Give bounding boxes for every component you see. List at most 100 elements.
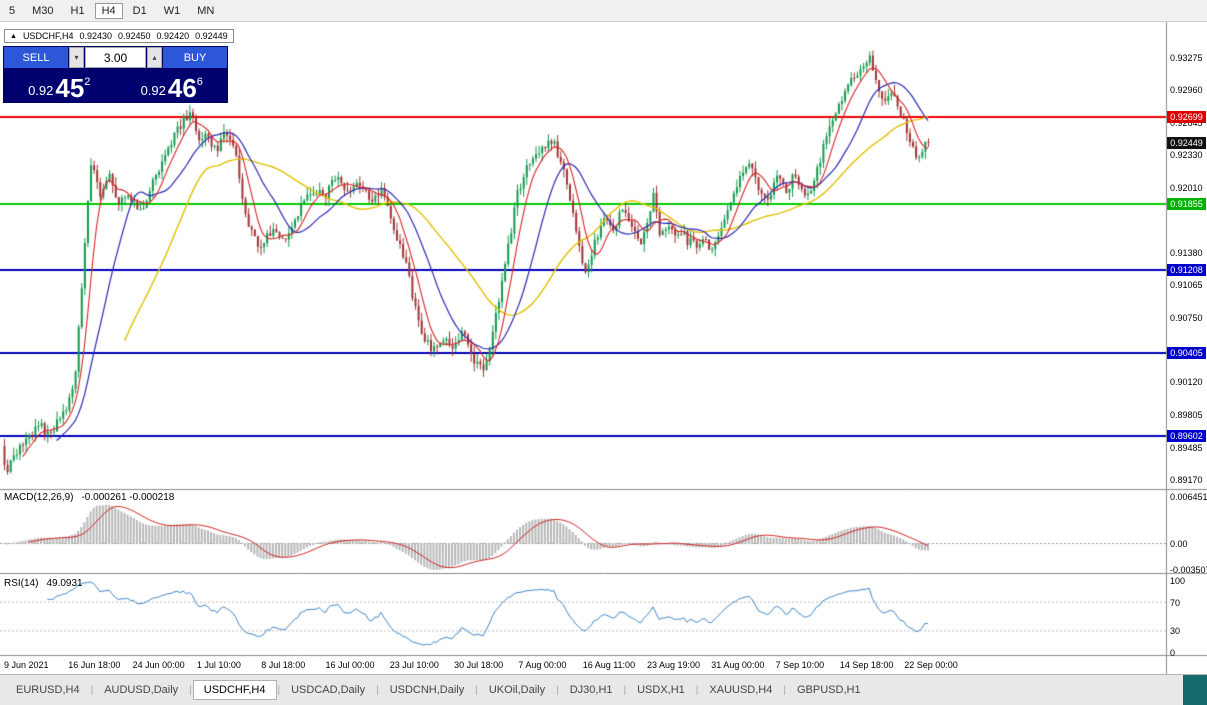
timeframe-button-d1[interactable]: D1 xyxy=(132,4,147,17)
buy-price-prefix: 0.92 xyxy=(140,83,166,98)
price-tag: 0.91208 xyxy=(1167,264,1206,277)
chart-tabs-bar: EURUSD,H4 | AUDUSD,Daily | USDCHF,H4 | USDCAD,… xyxy=(0,674,1207,705)
chart-symbol-label: USDCHF,H4 xyxy=(22,31,74,41)
macd-label: MACD(12,26,9) -0.000261 -0.000218 xyxy=(4,492,174,503)
time-axis-label: 1 Jul 10:00 xyxy=(196,660,241,670)
chart-tab-gbpusd-h1[interactable]: GBPUSD,H1 xyxy=(796,684,861,696)
sell-price-display[interactable]: 0.92 45 2 xyxy=(4,69,115,102)
price-axis-tick: 0.91380 xyxy=(1170,247,1203,258)
time-axis-label: 31 Aug 00:00 xyxy=(711,660,765,670)
rsi-value: 49.0931 xyxy=(46,578,83,589)
price-chart-canvas[interactable] xyxy=(0,22,1207,674)
time-axis-label: 16 Jul 00:00 xyxy=(325,660,375,670)
price-axis-tick: 0.92960 xyxy=(1170,85,1203,96)
tab-separator: | xyxy=(783,684,786,696)
time-axis-label: 23 Aug 19:00 xyxy=(647,660,701,670)
ohlc-high: 0.92450 xyxy=(118,31,151,41)
chart-window: ▲ USDCHF,H4 0.92430 0.92450 0.92420 0.92… xyxy=(0,22,1207,674)
chart-tab-usdx-h1[interactable]: USDX,H1 xyxy=(637,684,685,696)
sell-price-big: 45 xyxy=(55,73,85,103)
one-click-trading-panel: SELL ▾ ▴ BUY 0.92 45 2 0.92 46 6 xyxy=(3,46,228,103)
timeframe-button-h4[interactable]: H4 xyxy=(94,2,123,19)
tab-separator: | xyxy=(90,684,94,696)
sell-price-prefix: 0.92 xyxy=(28,83,54,98)
volume-up-button[interactable]: ▴ xyxy=(147,47,162,68)
timeframe-button-mn[interactable]: MN xyxy=(197,4,215,17)
price-axis-tick: 0.92010 xyxy=(1170,183,1203,194)
collapse-triangle-icon: ▲ xyxy=(10,32,17,40)
chart-tab-xauusd-h4[interactable]: XAUUSD,H4 xyxy=(709,684,773,696)
timeframe-button-5[interactable]: 5 xyxy=(9,4,16,17)
price-tag: 0.92699 xyxy=(1167,111,1206,124)
tab-separator: | xyxy=(189,684,192,696)
timeframe-button-m30[interactable]: M30 xyxy=(32,4,54,17)
chart-tabs: EURUSD,H4 | AUDUSD,Daily | USDCHF,H4 | USDCAD,… xyxy=(6,680,871,700)
tab-separator: | xyxy=(376,684,379,696)
price-axis-tick: 0.89170 xyxy=(1170,474,1203,485)
time-axis-label: 16 Aug 11:00 xyxy=(582,660,636,670)
price-tag: 0.92449 xyxy=(1167,136,1206,149)
macd-axis-tick: 0.006451 xyxy=(1170,492,1207,502)
chevron-down-icon: ▾ xyxy=(74,53,79,62)
buy-button[interactable]: BUY xyxy=(163,47,227,68)
chart-tab-usdchf-h4[interactable]: USDCHF,H4 xyxy=(192,680,277,700)
chart-tab-dj30-h1[interactable]: DJ30,H1 xyxy=(569,684,613,696)
tab-separator: | xyxy=(556,684,559,696)
chart-tab-ukoil-daily[interactable]: UKOil,Daily xyxy=(488,684,546,696)
price-axis-tick: 0.90750 xyxy=(1170,312,1203,323)
chart-title-overlay: ▲ USDCHF,H4 0.92430 0.92450 0.92420 0.92… xyxy=(4,29,234,43)
time-axis-label: 9 Jun 2021 xyxy=(4,660,49,670)
price-axis-tick: 0.89805 xyxy=(1170,409,1203,420)
price-axis-tick: 0.90120 xyxy=(1170,377,1203,388)
timeframe-toolbar: 5 M30 H1 H4 D1 W1 MN xyxy=(0,0,1207,22)
time-axis-label: 24 Jun 00:00 xyxy=(132,660,185,670)
time-axis-label: 7 Aug 00:00 xyxy=(518,660,567,670)
macd-name: MACD(12,26,9) xyxy=(4,492,74,503)
tab-separator: | xyxy=(475,684,478,696)
sell-button[interactable]: SELL xyxy=(4,47,68,68)
macd-values: -0.000261 -0.000218 xyxy=(81,492,175,503)
rsi-axis-tick: 70 xyxy=(1170,597,1181,608)
timeframe-button-h1[interactable]: H1 xyxy=(70,4,85,17)
tabs-scroll-corner[interactable] xyxy=(1183,675,1207,705)
price-axis-tick: 0.92330 xyxy=(1170,150,1203,161)
rsi-name: RSI(14) xyxy=(4,578,39,589)
time-axis-label: 30 Jul 18:00 xyxy=(454,660,504,670)
price-tag: 0.89602 xyxy=(1167,429,1206,442)
buy-price-big: 46 xyxy=(167,73,197,103)
macd-axis-tick: 0.00 xyxy=(1170,539,1188,549)
ohlc-close: 0.92449 xyxy=(195,31,228,41)
macd-axis-tick: -0.003507 xyxy=(1170,565,1207,575)
price-tag: 0.91855 xyxy=(1167,197,1206,210)
price-axis-tick: 0.93275 xyxy=(1170,53,1203,63)
price-tag: 0.90405 xyxy=(1167,347,1206,360)
volume-input[interactable] xyxy=(85,47,146,68)
rsi-axis-tick: 100 xyxy=(1170,576,1186,586)
time-axis-label: 8 Jul 18:00 xyxy=(261,660,306,670)
price-axis-tick: 0.89485 xyxy=(1170,442,1203,453)
chart-tab-usdcad-daily[interactable]: USDCAD,Daily xyxy=(291,684,366,696)
tab-separator: | xyxy=(623,684,627,696)
ohlc-low: 0.92420 xyxy=(156,31,190,41)
time-axis-label: 7 Sep 10:00 xyxy=(775,660,825,670)
rsi-label: RSI(14) 49.0931 xyxy=(4,578,83,589)
time-axis-label: 22 Sep 00:00 xyxy=(904,660,958,670)
chevron-up-icon: ▴ xyxy=(152,53,157,62)
chart-tab-eurusd-h4[interactable]: EURUSD,H4 xyxy=(16,684,80,696)
time-axis-label: 16 Jun 18:00 xyxy=(68,660,121,670)
chart-tab-audusd-daily[interactable]: AUDUSD,Daily xyxy=(104,684,179,696)
rsi-axis-tick: 0 xyxy=(1170,648,1176,658)
time-axis-label: 23 Jul 10:00 xyxy=(389,660,439,670)
buy-price-pip: 6 xyxy=(196,76,203,88)
volume-down-button[interactable]: ▾ xyxy=(69,47,84,68)
tab-separator: | xyxy=(277,684,281,696)
timeframe-button-w1[interactable]: W1 xyxy=(163,4,181,17)
ohlc-open: 0.92430 xyxy=(79,31,112,41)
chart-tab-usdcnh-daily[interactable]: USDCNH,Daily xyxy=(389,684,465,696)
tab-separator: | xyxy=(695,684,699,696)
rsi-axis-tick: 30 xyxy=(1170,626,1181,637)
time-axis-label: 14 Sep 18:00 xyxy=(839,660,894,670)
buy-price-display[interactable]: 0.92 46 6 xyxy=(116,69,227,103)
sell-price-pip: 2 xyxy=(84,76,91,88)
